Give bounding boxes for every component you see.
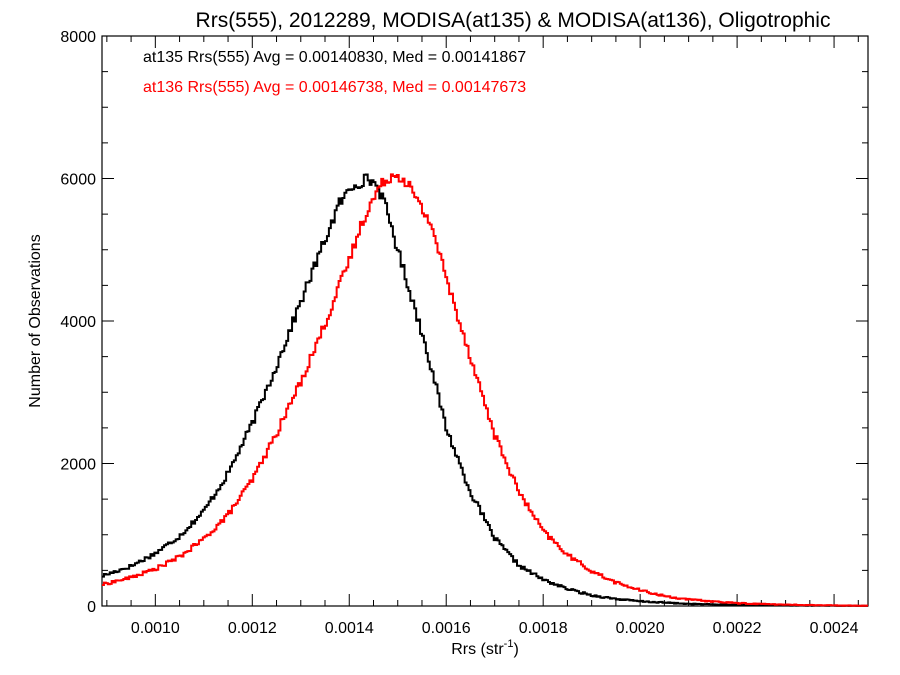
x-tick-label: 0.0012 bbox=[228, 620, 277, 637]
x-tick-label: 0.0014 bbox=[325, 620, 374, 637]
x-axis-label-close: ) bbox=[513, 641, 518, 658]
series-layer bbox=[102, 173, 868, 607]
axis-ticks bbox=[102, 35, 868, 607]
stats-line-at136: at136 Rrs(555) Avg = 0.00146738, Med = 0… bbox=[143, 79, 526, 96]
x-tick-label: 0.0016 bbox=[422, 620, 471, 637]
y-tick-label: 2000 bbox=[60, 457, 96, 474]
series-at135-histogram bbox=[102, 173, 868, 607]
y-tick-label: 0 bbox=[87, 599, 96, 616]
chart-title: Rrs(555), 2012289, MODISA(at135) & MODIS… bbox=[196, 9, 831, 32]
x-tick-label: 0.0010 bbox=[131, 620, 180, 637]
x-tick-label: 0.0022 bbox=[713, 620, 762, 637]
x-axis-label-superscript: -1 bbox=[504, 638, 514, 650]
series-at136-histogram bbox=[102, 173, 868, 607]
y-tick-label: 6000 bbox=[60, 172, 96, 189]
y-tick-label: 4000 bbox=[60, 314, 96, 331]
y-tick-label: 8000 bbox=[60, 29, 96, 46]
x-axis-label-main: Rrs (str bbox=[451, 641, 504, 658]
x-tick-label: 0.0024 bbox=[810, 620, 859, 637]
x-tick-label: 0.0018 bbox=[519, 620, 568, 637]
stats-line-at135: at135 Rrs(555) Avg = 0.00140830, Med = 0… bbox=[143, 49, 526, 66]
tick-labels: 0.0010 0.0012 0.0014 0.0016 0.0018 0.0020 0.00… bbox=[60, 29, 858, 637]
x-axis-label: Rrs (str-1) bbox=[451, 638, 519, 658]
x-tick-label: 0.0020 bbox=[616, 620, 665, 637]
y-axis-label: Number of Observations bbox=[27, 234, 44, 407]
